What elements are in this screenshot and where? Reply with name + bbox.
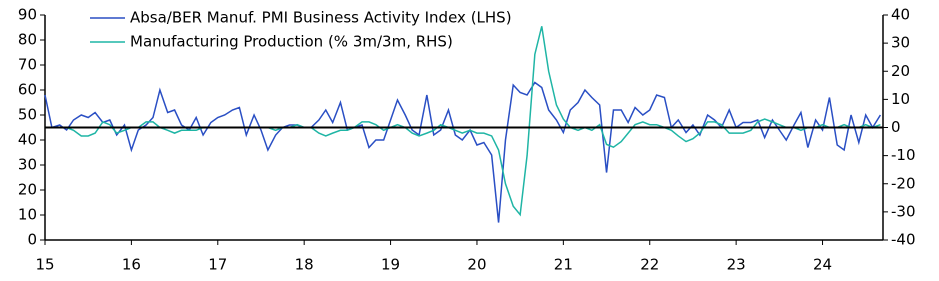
y-tick-label: 90 — [18, 6, 37, 24]
y-tick-label: 60 — [18, 81, 37, 99]
y-tick-label: 50 — [18, 106, 37, 124]
y-tick-label: 30 — [18, 156, 37, 174]
y2-tick-label: 10 — [891, 90, 910, 108]
y2-tick-label: 0 — [891, 118, 901, 136]
y2-tick-label: -40 — [891, 231, 916, 249]
x-tick-label: 18 — [295, 256, 314, 274]
y-tick-label: 10 — [18, 206, 37, 224]
x-tick-label: 19 — [381, 256, 400, 274]
series-line — [45, 26, 881, 217]
x-tick-label: 16 — [122, 256, 141, 274]
y-tick-label: 80 — [18, 31, 37, 49]
y2-tick-label: 40 — [891, 6, 910, 24]
x-tick-label: 17 — [208, 256, 227, 274]
y2-tick-label: -10 — [891, 146, 916, 164]
y-tick-label: 20 — [18, 181, 37, 199]
y2-tick-label: 20 — [891, 62, 910, 80]
y-tick-label: 0 — [27, 231, 37, 249]
x-tick-label: 20 — [467, 256, 486, 274]
x-tick-label: 22 — [640, 256, 659, 274]
y2-tick-label: -30 — [891, 202, 916, 220]
series-line — [44, 81, 882, 223]
legend-label: Absa/BER Manuf. PMI Business Activity In… — [130, 9, 512, 27]
y-tick-label: 70 — [18, 56, 37, 74]
x-tick-label: 24 — [813, 256, 832, 274]
legend-label: Manufacturing Production (% 3m/3m, RHS) — [130, 33, 453, 51]
x-tick-label: 23 — [727, 256, 746, 274]
y-tick-label: 40 — [18, 131, 37, 149]
y2-tick-label: 30 — [891, 34, 910, 52]
x-tick-label: 21 — [554, 256, 573, 274]
y2-tick-label: -20 — [891, 174, 916, 192]
x-tick-label: 15 — [35, 256, 54, 274]
